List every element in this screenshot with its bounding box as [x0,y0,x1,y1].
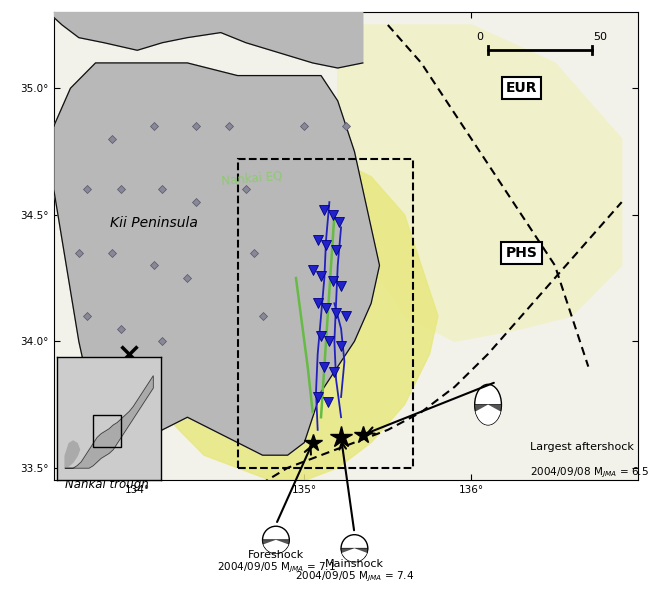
Wedge shape [474,405,501,425]
Text: 2004/09/05 M$_{JMA}$ = 7.4: 2004/09/05 M$_{JMA}$ = 7.4 [295,569,414,583]
Text: 50: 50 [593,32,607,42]
Circle shape [263,526,289,553]
Text: Kii Peninsula: Kii Peninsula [110,216,198,230]
Polygon shape [137,113,438,480]
Text: 0: 0 [476,32,483,42]
Wedge shape [341,548,368,562]
Text: 2004/09/08 M$_{JMA}$ = 6.5: 2004/09/08 M$_{JMA}$ = 6.5 [530,466,648,480]
Wedge shape [342,548,367,562]
Polygon shape [54,63,380,455]
Circle shape [341,535,368,562]
Wedge shape [476,405,501,425]
Polygon shape [65,441,79,468]
Text: 2004/09/05 M$_{JMA}$ = 7.1: 2004/09/05 M$_{JMA}$ = 7.1 [216,561,335,575]
Wedge shape [263,540,289,553]
Polygon shape [54,12,363,68]
Circle shape [474,384,501,425]
Text: Largest aftershock: Largest aftershock [530,442,634,452]
Bar [237,159,413,468]
Text: Foreshock: Foreshock [248,551,304,561]
Polygon shape [65,376,153,468]
Text: Nankai trough: Nankai trough [65,478,149,491]
Text: EUR: EUR [506,81,537,95]
Wedge shape [263,540,288,553]
Text: PHS: PHS [505,246,538,260]
Polygon shape [338,25,622,341]
Text: Nankai EQ: Nankai EQ [221,169,283,187]
Text: Mainshock: Mainshock [325,559,384,569]
Text: Osaka EQ: Osaka EQ [95,369,153,383]
Bar [93,415,121,447]
